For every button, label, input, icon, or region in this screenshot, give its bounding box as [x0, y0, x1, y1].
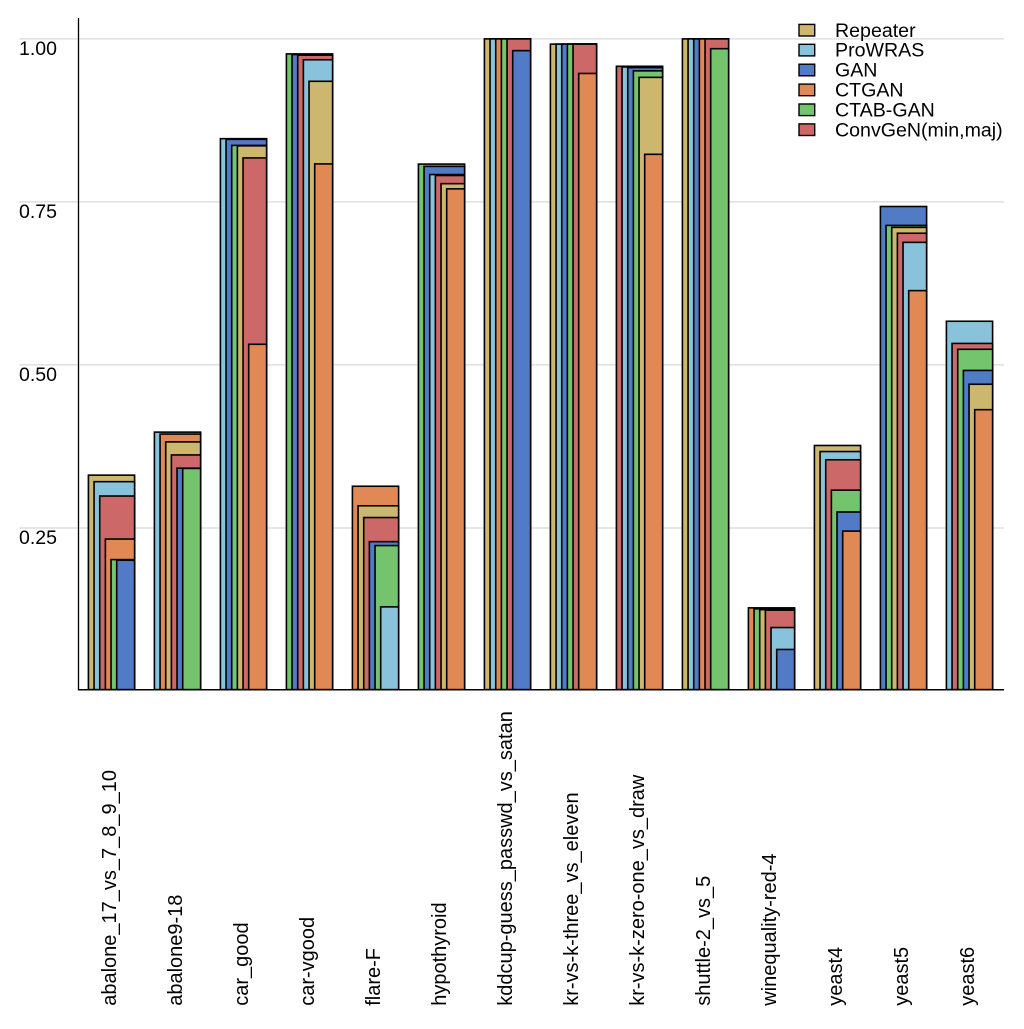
svg-text:kddcup-guess_passwd_vs_satan: kddcup-guess_passwd_vs_satan — [495, 711, 517, 1006]
svg-text:hypothyroid: hypothyroid — [429, 902, 451, 1005]
svg-text:kr-vs-k-three_vs_eleven: kr-vs-k-three_vs_eleven — [561, 792, 583, 1005]
svg-text:shuttle-2_vs_5: shuttle-2_vs_5 — [693, 876, 715, 1006]
svg-text:abalone_17_vs_7_8_9_10: abalone_17_vs_7_8_9_10 — [99, 770, 121, 1006]
svg-text:0.75: 0.75 — [19, 201, 57, 223]
svg-text:CTAB-GAN: CTAB-GAN — [835, 99, 935, 121]
svg-text:ProWRAS: ProWRAS — [835, 40, 924, 62]
svg-text:car-vgood: car-vgood — [297, 917, 319, 1006]
svg-text:1.00: 1.00 — [19, 38, 57, 60]
svg-text:yeast6: yeast6 — [957, 947, 979, 1006]
svg-text:yeast5: yeast5 — [891, 947, 913, 1006]
svg-text:0.25: 0.25 — [19, 527, 57, 549]
svg-text:CTGAN: CTGAN — [835, 80, 904, 102]
svg-text:car_good: car_good — [231, 922, 253, 1005]
svg-text:GAN: GAN — [835, 60, 877, 82]
svg-text:kr-vs-k-zero-one_vs_draw: kr-vs-k-zero-one_vs_draw — [627, 774, 649, 1006]
svg-text:yeast4: yeast4 — [825, 947, 847, 1006]
svg-text:0.50: 0.50 — [19, 364, 57, 386]
svg-text:winequality-red-4: winequality-red-4 — [759, 854, 781, 1007]
svg-text:flare-F: flare-F — [363, 948, 385, 1006]
svg-text:abalone9-18: abalone9-18 — [165, 895, 187, 1006]
svg-text:Repeater: Repeater — [835, 20, 916, 42]
svg-text:ConvGeN(min,maj): ConvGeN(min,maj) — [835, 119, 1003, 141]
